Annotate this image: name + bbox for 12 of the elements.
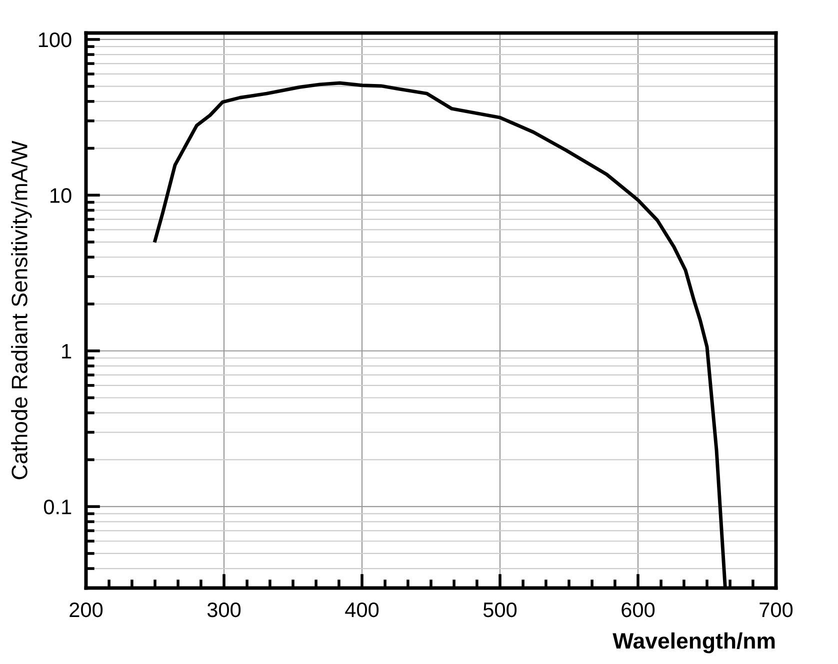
x-tick-label: 300 — [207, 602, 241, 618]
x-tick-label: 700 — [760, 602, 793, 618]
x-tick-label: 400 — [345, 602, 379, 618]
x-tick-label: 600 — [622, 602, 655, 618]
x-tick-label: 200 — [70, 602, 103, 618]
y-tick-label: 0.1 — [44, 500, 72, 514]
y-tick-label: 1 — [62, 344, 72, 358]
x-tick-label: 500 — [483, 602, 517, 618]
y-tick-label: 100 — [38, 32, 72, 48]
y-tick-label: 10 — [50, 188, 72, 203]
y-axis-title: Cathode Radiant Sensitivity/mA/W — [11, 140, 32, 480]
x-axis-title: Wavelength/nm — [612, 632, 775, 654]
